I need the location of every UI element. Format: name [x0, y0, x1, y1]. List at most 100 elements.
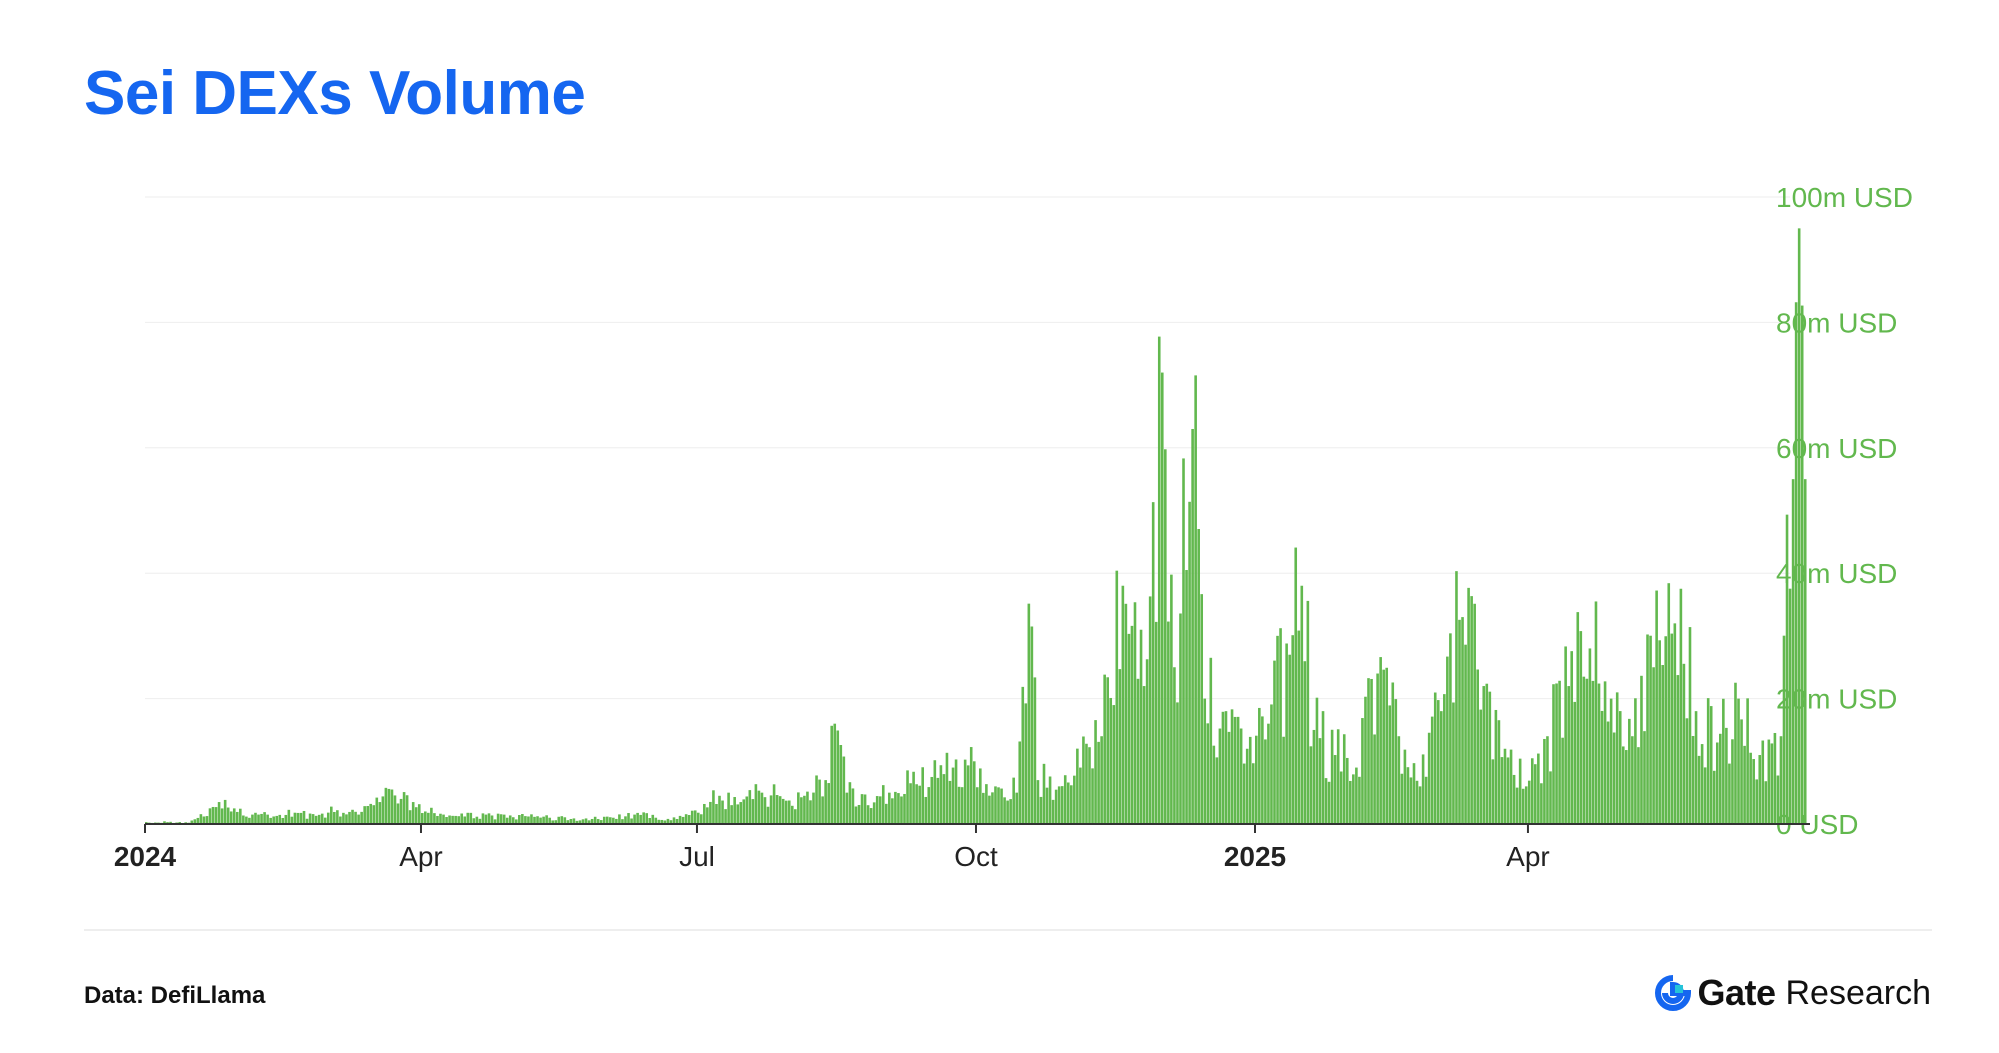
- bar: [199, 814, 203, 824]
- bar: [751, 799, 755, 824]
- bar: [1315, 697, 1319, 824]
- bar: [1057, 786, 1061, 824]
- bar: [411, 802, 415, 824]
- bar: [615, 818, 618, 824]
- bar: [202, 816, 206, 824]
- bar: [402, 792, 406, 824]
- bar: [569, 818, 573, 824]
- bar: [1185, 570, 1188, 824]
- bar: [557, 816, 561, 824]
- bar: [1336, 729, 1340, 824]
- bar: [1024, 703, 1028, 824]
- bar: [745, 796, 749, 824]
- bar: [232, 808, 236, 824]
- bar: [348, 811, 351, 824]
- bar: [954, 759, 958, 824]
- bar: [260, 813, 263, 824]
- bar: [336, 810, 339, 824]
- bar: [1182, 458, 1185, 824]
- brand-subtitle: Research: [1785, 973, 1931, 1012]
- bar: [1148, 596, 1152, 824]
- bar: [1497, 720, 1501, 824]
- x-axis: 2024 Apr Jul Oct 2025 Apr: [114, 823, 1810, 872]
- bar: [226, 807, 230, 824]
- bar: [1118, 669, 1122, 824]
- bar: [1761, 740, 1765, 824]
- bar: [581, 819, 585, 824]
- bar: [630, 818, 633, 824]
- bar: [985, 784, 988, 824]
- bar: [775, 795, 779, 824]
- bar: [269, 817, 272, 824]
- bar: [354, 811, 357, 824]
- bar: [1424, 776, 1428, 824]
- bar: [833, 723, 837, 824]
- bar: [436, 815, 439, 824]
- bar: [678, 815, 682, 824]
- bar: [1094, 720, 1097, 824]
- bar: [666, 818, 670, 824]
- bar: [806, 791, 809, 824]
- bar: [897, 793, 900, 824]
- bar: [885, 803, 888, 824]
- bar: [991, 792, 994, 824]
- bar: [781, 798, 785, 824]
- bar: [1255, 735, 1258, 824]
- bar: [1042, 763, 1046, 824]
- bar: [612, 817, 615, 824]
- bar: [1039, 796, 1043, 824]
- bar: [1358, 776, 1361, 824]
- bar: [1033, 677, 1037, 824]
- y-tick-label: 20m USD: [1776, 684, 1897, 715]
- bar: [566, 820, 570, 824]
- bar: [1100, 736, 1103, 824]
- bar: [730, 805, 733, 824]
- bar: [1276, 635, 1279, 824]
- bar: [357, 814, 360, 824]
- bar: [654, 817, 658, 824]
- bar: [320, 813, 324, 824]
- bar: [1631, 736, 1634, 824]
- bar: [739, 802, 743, 824]
- x-tick-label: 2024: [114, 841, 177, 872]
- bar: [797, 792, 800, 824]
- bar: [875, 796, 879, 824]
- bar: [1767, 739, 1771, 824]
- bar: [1697, 755, 1701, 824]
- bar: [1543, 738, 1546, 824]
- bar: [1227, 731, 1231, 824]
- bar: [511, 817, 515, 824]
- bar: [605, 816, 609, 824]
- bar: [1103, 674, 1106, 824]
- bar: [1549, 771, 1552, 824]
- bar: [1470, 596, 1473, 824]
- bar: [706, 807, 709, 824]
- bar: [1785, 514, 1789, 824]
- bar: [278, 814, 282, 824]
- bar: [1746, 698, 1749, 824]
- bar: [1173, 667, 1176, 824]
- bar: [878, 796, 882, 824]
- bar: [1142, 686, 1146, 824]
- bar: [1282, 736, 1285, 824]
- bar: [1764, 781, 1768, 824]
- bar: [1524, 786, 1528, 824]
- bar: [1088, 747, 1091, 824]
- bar: [163, 821, 166, 824]
- bar: [1160, 372, 1164, 824]
- bar: [208, 808, 212, 824]
- bar: [254, 812, 257, 824]
- bar: [1712, 770, 1716, 824]
- bar: [1706, 698, 1710, 824]
- bar: [515, 819, 518, 824]
- bar: [609, 817, 612, 824]
- bar: [384, 787, 388, 824]
- bar: [960, 787, 964, 824]
- bar: [1230, 709, 1234, 824]
- bar: [924, 796, 928, 824]
- bar: [296, 812, 300, 824]
- bar: [1355, 767, 1358, 824]
- bar: [1073, 775, 1076, 824]
- bar: [1452, 702, 1455, 824]
- bar: [1352, 774, 1355, 824]
